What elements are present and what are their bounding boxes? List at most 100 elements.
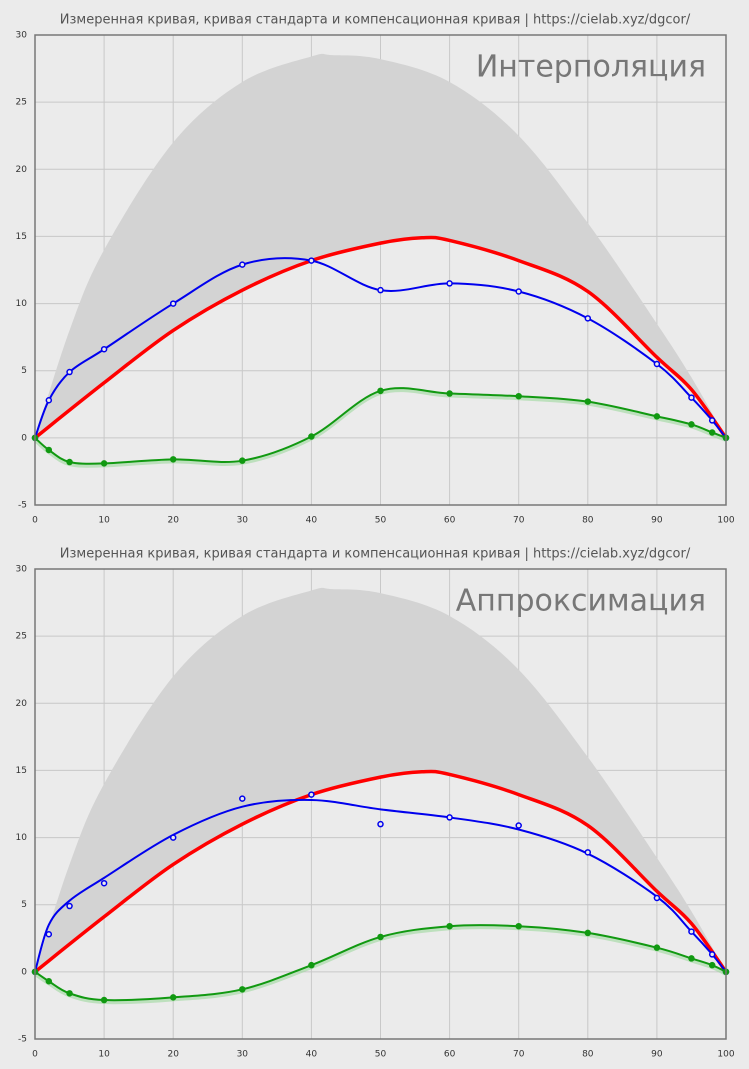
data-point bbox=[653, 413, 661, 420]
data-point bbox=[308, 257, 315, 264]
data-point bbox=[584, 398, 592, 405]
data-point bbox=[239, 457, 246, 464]
y-tick-label: 15 bbox=[16, 232, 27, 242]
data-point bbox=[100, 879, 108, 887]
y-tick-label: 10 bbox=[16, 299, 28, 309]
data-point bbox=[688, 928, 695, 935]
data-point bbox=[515, 392, 522, 400]
data-point bbox=[239, 795, 246, 802]
data-point bbox=[239, 261, 246, 268]
data-point bbox=[377, 820, 384, 828]
data-point bbox=[377, 286, 384, 294]
data-point bbox=[100, 460, 108, 467]
x-tick-label: 50 bbox=[375, 1050, 387, 1060]
y-tick-label: 30 bbox=[16, 565, 28, 575]
data-point bbox=[688, 421, 695, 428]
plot-border bbox=[34, 568, 727, 1040]
x-tick-label: 30 bbox=[237, 516, 249, 526]
x-tick-label: 0 bbox=[32, 516, 38, 526]
curve bbox=[33, 235, 728, 440]
data-point bbox=[100, 345, 108, 353]
data-point bbox=[584, 849, 592, 856]
y-tick-label: 10 bbox=[16, 833, 28, 843]
x-tick-label: 70 bbox=[513, 1050, 525, 1060]
data-point bbox=[708, 429, 716, 436]
y-tick-label: 15 bbox=[16, 766, 27, 776]
x-tick-label: 30 bbox=[237, 1050, 249, 1060]
data-point bbox=[688, 955, 695, 962]
data-point bbox=[446, 814, 453, 821]
data-point bbox=[45, 446, 53, 454]
data-point bbox=[653, 894, 661, 902]
x-tick-label: 70 bbox=[513, 516, 525, 526]
data-point bbox=[515, 922, 522, 930]
data-point bbox=[688, 394, 695, 401]
band-area bbox=[35, 53, 726, 438]
y-tick-label: 5 bbox=[21, 366, 27, 376]
x-tick-label: 20 bbox=[167, 1050, 179, 1060]
data-point bbox=[708, 961, 716, 969]
x-tick-label: 40 bbox=[306, 1050, 318, 1060]
data-point bbox=[169, 456, 177, 463]
x-tick-label: 10 bbox=[98, 516, 110, 526]
data-point bbox=[308, 433, 315, 440]
data-point bbox=[446, 390, 453, 397]
data-point bbox=[708, 417, 716, 424]
y-tick-label: -5 bbox=[18, 501, 27, 511]
data-point bbox=[45, 978, 53, 985]
y-tick-label: 0 bbox=[21, 433, 27, 443]
data-point bbox=[308, 791, 315, 798]
data-point bbox=[377, 933, 384, 941]
x-tick-label: 100 bbox=[717, 1050, 734, 1060]
x-tick-label: 60 bbox=[444, 1050, 456, 1060]
x-tick-label: 20 bbox=[167, 516, 179, 526]
chart-title: Измеренная кривая, кривая стандарта и ко… bbox=[60, 547, 691, 562]
data-point bbox=[169, 834, 177, 841]
y-tick-label: 0 bbox=[21, 967, 27, 977]
x-tick-label: 90 bbox=[651, 1050, 663, 1060]
data-point bbox=[708, 951, 716, 958]
data-point bbox=[377, 387, 384, 395]
data-point bbox=[100, 996, 108, 1004]
data-point bbox=[169, 994, 177, 1001]
x-tick-label: 80 bbox=[582, 1050, 594, 1060]
plot-border bbox=[34, 34, 727, 506]
curve bbox=[33, 769, 728, 974]
y-tick-label: 20 bbox=[16, 165, 28, 175]
data-point bbox=[66, 458, 73, 466]
data-point bbox=[45, 931, 53, 938]
y-tick-label: 25 bbox=[16, 632, 27, 642]
data-point bbox=[653, 944, 661, 951]
data-point bbox=[66, 902, 73, 910]
watermark: Интерполяция bbox=[476, 50, 706, 85]
data-point bbox=[66, 990, 73, 997]
x-tick-label: 50 bbox=[375, 516, 387, 526]
data-point bbox=[169, 300, 177, 307]
data-point bbox=[66, 368, 73, 376]
chart-title: Измеренная кривая, кривая стандарта и ко… bbox=[60, 13, 691, 28]
y-tick-label: 30 bbox=[16, 31, 28, 41]
data-point bbox=[515, 288, 522, 295]
x-tick-label: 60 bbox=[444, 516, 456, 526]
y-tick-label: 20 bbox=[16, 699, 28, 709]
data-point bbox=[515, 822, 522, 829]
x-tick-label: 100 bbox=[717, 516, 734, 526]
x-tick-label: 90 bbox=[651, 516, 663, 526]
x-tick-label: 40 bbox=[306, 516, 318, 526]
x-tick-label: 10 bbox=[98, 1050, 110, 1060]
x-tick-label: 0 bbox=[32, 1050, 38, 1060]
data-point bbox=[239, 986, 246, 993]
data-point bbox=[45, 397, 53, 404]
y-tick-label: 25 bbox=[16, 98, 27, 108]
data-point bbox=[308, 961, 315, 969]
curve bbox=[34, 798, 727, 973]
data-point bbox=[584, 315, 592, 322]
watermark: Аппроксимация bbox=[456, 584, 706, 619]
data-point bbox=[584, 929, 592, 937]
y-tick-label: -5 bbox=[18, 1035, 27, 1045]
x-tick-label: 80 bbox=[582, 516, 594, 526]
band-area bbox=[35, 587, 726, 972]
data-point bbox=[446, 922, 453, 930]
